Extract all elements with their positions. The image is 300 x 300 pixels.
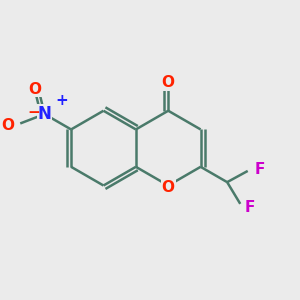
- Text: O: O: [162, 75, 175, 90]
- Text: F: F: [255, 162, 265, 177]
- Text: O: O: [2, 118, 15, 133]
- Text: N: N: [38, 105, 52, 123]
- Text: O: O: [29, 82, 42, 97]
- Text: F: F: [244, 200, 255, 215]
- Text: −: −: [27, 105, 40, 120]
- Text: +: +: [55, 93, 68, 108]
- Text: O: O: [162, 180, 175, 195]
